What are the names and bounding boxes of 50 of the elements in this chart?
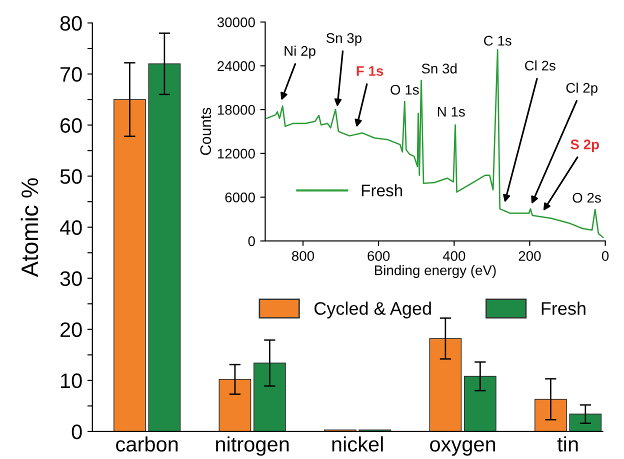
y-tick-label: 50 bbox=[60, 169, 82, 184]
annotation: O 1s bbox=[390, 84, 419, 95]
y-tick-label: 70 bbox=[60, 67, 82, 82]
x-tick-label: carbon bbox=[116, 436, 178, 452]
legend-label: Fresh bbox=[362, 184, 402, 196]
y-axis-title: Counts bbox=[200, 108, 212, 155]
bar bbox=[464, 376, 496, 432]
y-tick-label: 18000 bbox=[218, 104, 255, 115]
bar bbox=[114, 99, 146, 432]
y-tick-label: 12000 bbox=[218, 148, 255, 159]
annotation: N 1s bbox=[438, 106, 465, 117]
x-tick-label: 400 bbox=[442, 251, 466, 261]
y-tick-label: 24000 bbox=[218, 61, 255, 71]
bar bbox=[148, 63, 181, 432]
legend-label: Cycled & Aged bbox=[314, 302, 431, 318]
x-tick-label: oxygen bbox=[430, 440, 496, 456]
y-tick-label: 20 bbox=[60, 322, 82, 338]
bar bbox=[253, 362, 286, 432]
annotation: Ni 2p bbox=[284, 46, 316, 59]
y-tick-label: 10 bbox=[61, 373, 82, 388]
annotation: S 2p bbox=[570, 140, 599, 152]
y-tick-label: 80 bbox=[60, 16, 82, 31]
y-tick-label: 30000 bbox=[217, 17, 255, 28]
x-tick-label: 200 bbox=[518, 251, 541, 261]
x-tick-label: 600 bbox=[368, 251, 390, 261]
bar bbox=[534, 398, 567, 432]
y-axis-title: Atomic % bbox=[20, 178, 38, 278]
annotation: Sn 3d bbox=[422, 63, 457, 74]
annotation: C 1s bbox=[484, 36, 512, 46]
y-tick-label: 0 bbox=[72, 424, 82, 440]
x-tick-label: tin bbox=[557, 436, 578, 452]
y-tick-label: 40 bbox=[60, 220, 82, 235]
annotation: Sn 3p bbox=[326, 33, 362, 46]
x-tick-label: 0 bbox=[602, 251, 609, 261]
annotation: Cl 2p bbox=[566, 82, 598, 96]
bar bbox=[218, 378, 252, 432]
y-tick-label: 0 bbox=[248, 236, 255, 246]
x-tick-label: nitrogen bbox=[216, 436, 289, 456]
bar bbox=[429, 338, 462, 432]
bar bbox=[569, 414, 602, 432]
annotation: O 2s bbox=[572, 192, 601, 203]
y-tick-label: 60 bbox=[60, 118, 82, 133]
x-tick-label: nickel bbox=[332, 436, 383, 452]
legend-label: Fresh bbox=[542, 302, 586, 315]
y-tick-label: 30 bbox=[60, 271, 82, 286]
x-axis-title: Binding energy (eV) bbox=[375, 265, 496, 278]
annotation: F 1s bbox=[356, 66, 384, 76]
x-tick-label: 800 bbox=[292, 251, 314, 261]
y-tick-label: 6000 bbox=[225, 192, 255, 202]
annotation: Cl 2s bbox=[525, 60, 556, 71]
